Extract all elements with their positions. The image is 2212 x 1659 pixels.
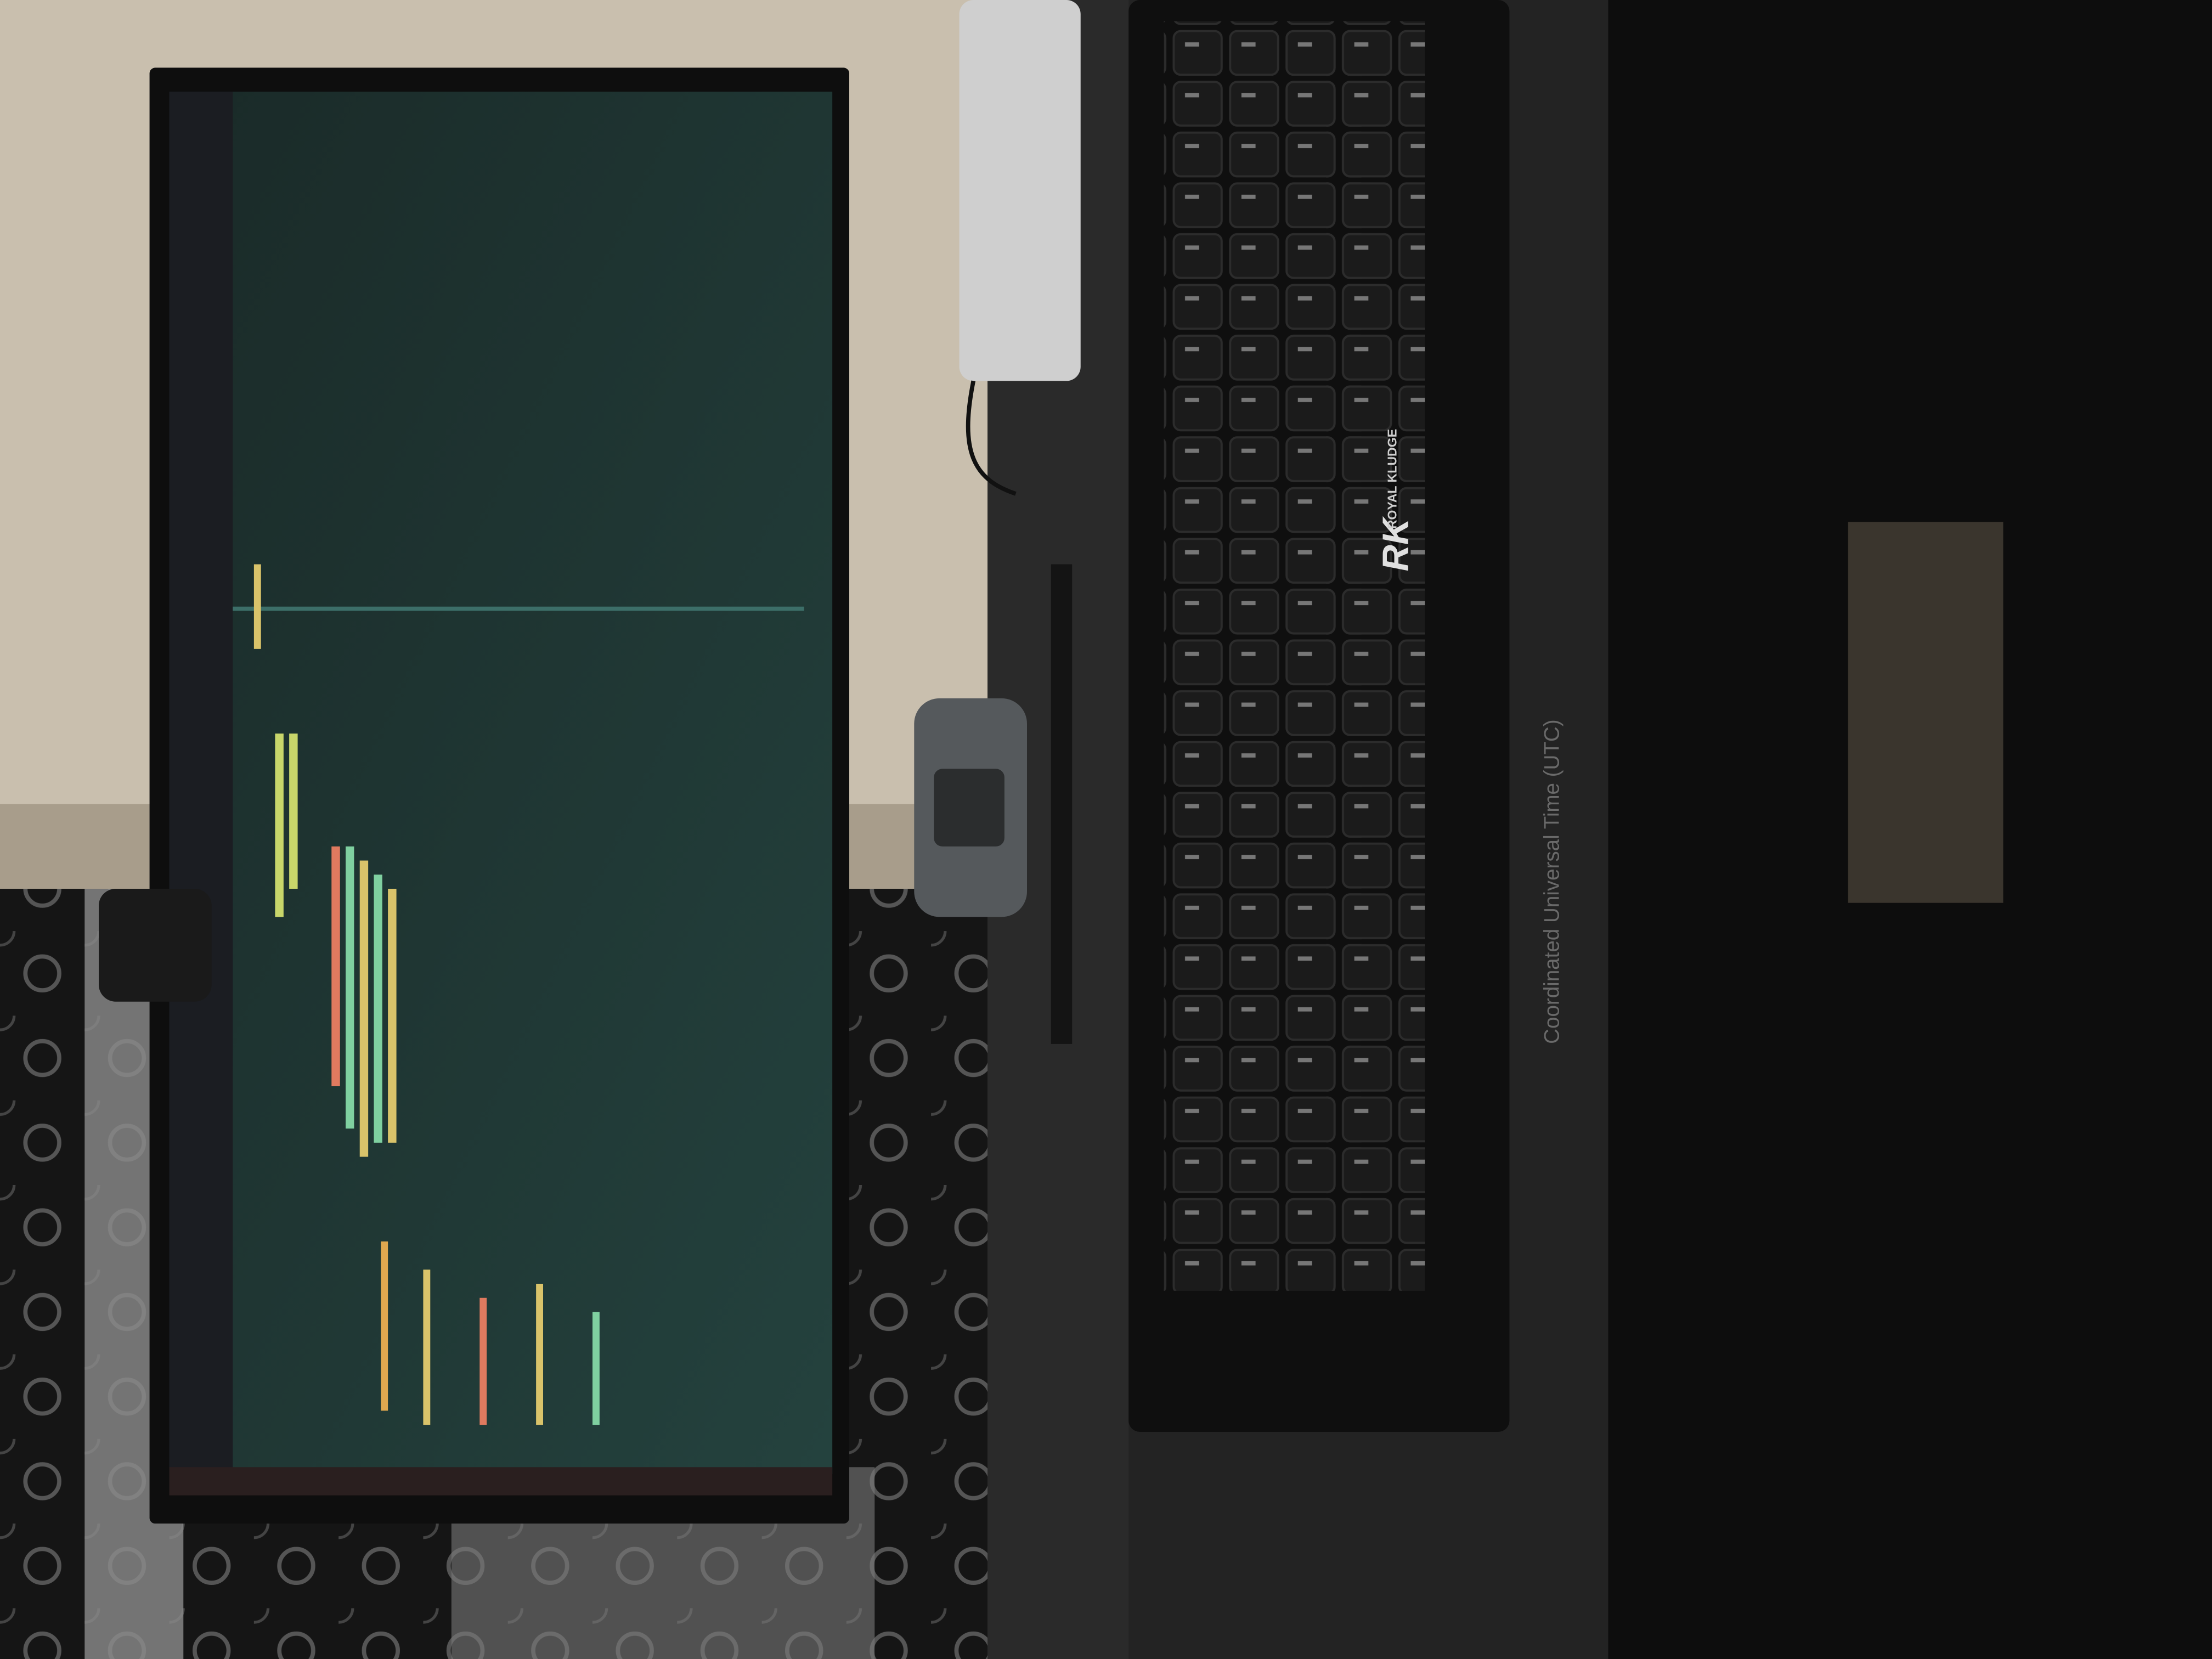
dock [169,1467,833,1496]
code-lines [253,564,600,1425]
editor-sidebar [169,92,233,1475]
keyboard-brand: ROYAL KLUDGE [1385,429,1400,529]
editor-divider [233,606,804,611]
monitor-screen [169,92,833,1475]
cable [966,380,1017,496]
keyboard-logo: RK [1375,516,1416,571]
speaker-grill [934,769,1005,847]
mac-mini [959,0,1081,381]
keyboard-keys [1326,21,1425,1291]
desk-mat-text: Coordinated Universal Time (UTC) [1540,719,1564,1043]
webcam [99,889,212,1002]
background-wall [1848,522,2004,903]
monitor-stand [1051,564,1073,1044]
